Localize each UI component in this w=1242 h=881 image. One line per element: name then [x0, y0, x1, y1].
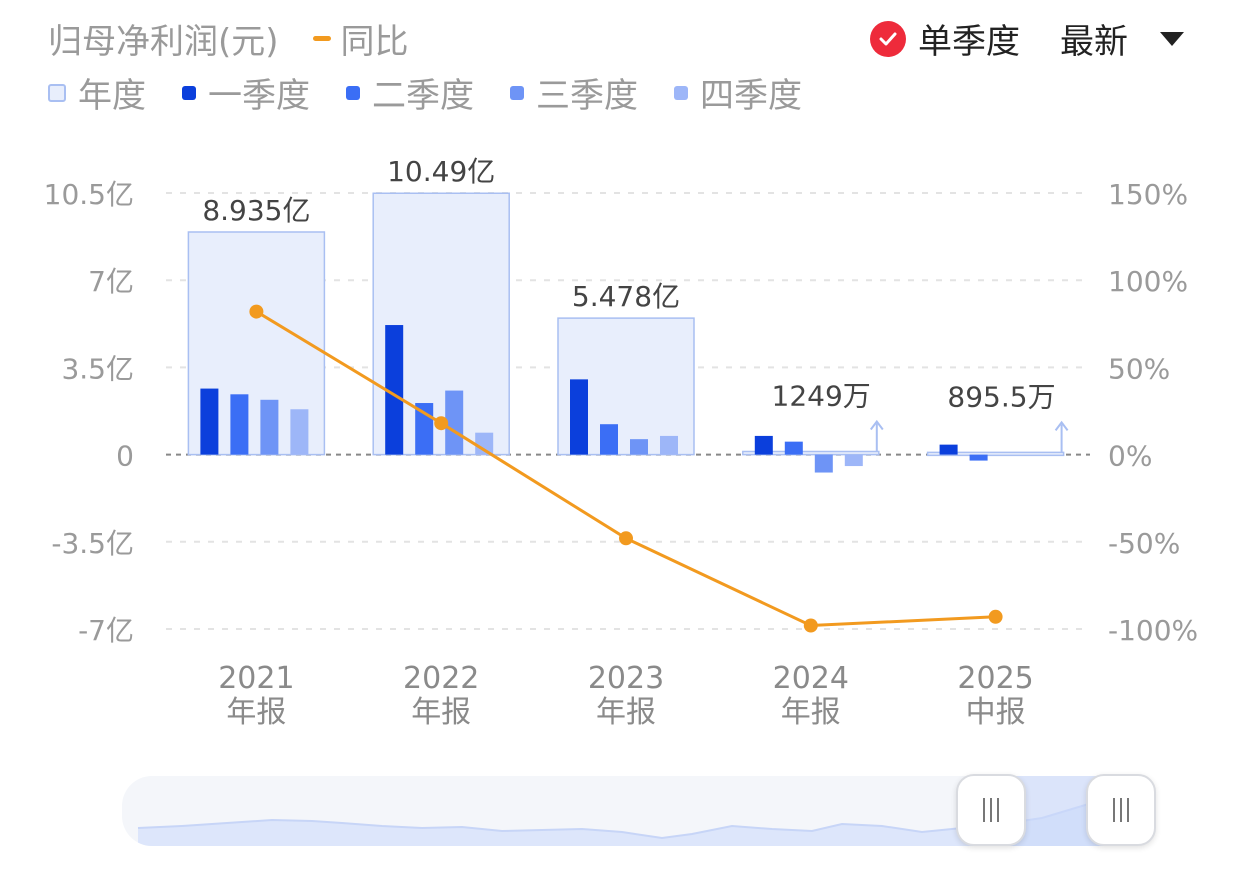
x-tick-year: 2024 [773, 661, 849, 696]
bar-value-label: 895.5万 [947, 380, 1055, 413]
y-left-tick-label: -3.5亿 [51, 527, 134, 560]
x-tick-period: 年报 [596, 695, 656, 730]
legend-label: 三季度 [536, 76, 638, 116]
yoy-line-marker [312, 36, 331, 41]
latest-dropdown[interactable]: 最新 [1060, 14, 1184, 63]
x-tick-year: 2023 [588, 661, 664, 696]
quarter-bar [814, 454, 833, 473]
quarter-bar [230, 394, 249, 455]
y-right-tick-label: 100% [1108, 265, 1188, 298]
legend-item[interactable]: 三季度 [510, 68, 638, 117]
x-tick-period: 年报 [226, 695, 286, 730]
legend-item[interactable]: 一季度 [182, 68, 310, 117]
legend-swatch [510, 85, 524, 100]
y-left-tick-label: 0 [116, 440, 134, 473]
y-right-tick-label: -100% [1108, 614, 1198, 647]
check-icon [879, 32, 897, 45]
legend-label: 二季度 [372, 76, 474, 116]
label-arrow-head [869, 419, 884, 431]
quarter-bar [260, 399, 279, 455]
x-tick-year: 2025 [957, 661, 1033, 696]
quarter-bar [570, 379, 588, 455]
quarter-bar [600, 424, 618, 455]
chart-controls: 单季度 最新 [870, 14, 1184, 63]
profit-chart: 10.5亿 7亿 3.5亿 0 -3.5亿 -7亿 150% 100% 50% 0% -50% -10… [44, 155, 1199, 730]
legend-swatch [346, 85, 360, 100]
quarter-bar [200, 388, 219, 455]
legend-swatch [48, 83, 66, 102]
y-left-tick-label: 3.5亿 [61, 352, 134, 385]
x-tick-period: 中报 [966, 695, 1026, 730]
quarter-bar [385, 325, 404, 455]
grip-icon [983, 798, 999, 822]
chart-title: 归母净利润(元) [48, 22, 279, 62]
bar-value-label: 5.478亿 [572, 280, 680, 313]
legend-item[interactable]: 四季度 [674, 68, 802, 117]
quarter-bar [660, 435, 678, 455]
quarter-bar [784, 441, 803, 455]
yoy-point [988, 609, 1003, 624]
legend-item[interactable]: 二季度 [346, 68, 474, 117]
label-arrow-head [1054, 420, 1069, 431]
legend-label: 四季度 [700, 76, 802, 116]
legend-item[interactable]: 年度 [48, 68, 146, 117]
yoy-label: 同比 [340, 22, 409, 62]
legend-label: 一季度 [208, 76, 310, 116]
y-left-tick-label: 7亿 [88, 265, 134, 298]
yoy-point [434, 416, 449, 431]
yoy-point [249, 304, 264, 319]
range-handle-left[interactable] [956, 774, 1026, 846]
quarter-bar [445, 390, 464, 455]
single-quarter-label[interactable]: 单季度 [918, 22, 1020, 62]
single-quarter-checkbox[interactable] [870, 20, 906, 57]
x-tick-period: 年报 [781, 695, 841, 730]
annual-bar [742, 450, 880, 456]
legend: 年度 一季度 二季度 三季度 四季度 [48, 68, 838, 117]
range-handle-right[interactable] [1086, 774, 1156, 846]
y-right-tick-label: 50% [1108, 352, 1170, 385]
y-left-tick-label: -7亿 [78, 614, 134, 647]
x-tick-year: 2022 [403, 661, 479, 696]
y-right-tick-label: 0% [1108, 440, 1152, 473]
y-right-tick-label: 150% [1108, 178, 1188, 211]
x-tick-period: 年报 [411, 695, 471, 730]
quarter-bar [630, 439, 648, 455]
quarter-bar [939, 444, 958, 455]
quarter-bar [475, 432, 494, 455]
y-left-tick-label: 10.5亿 [44, 178, 134, 211]
dropdown-arrow-icon [1160, 31, 1184, 46]
quarter-bar [969, 454, 988, 461]
latest-label: 最新 [1060, 22, 1128, 62]
x-tick-year: 2021 [218, 661, 294, 696]
legend-label: 年度 [78, 76, 146, 116]
yoy-point [803, 618, 818, 633]
legend-swatch [182, 85, 196, 100]
bar-value-label: 8.935亿 [202, 194, 310, 227]
quarter-bar [754, 435, 773, 455]
quarter-bar [290, 409, 309, 455]
yoy-point [619, 531, 633, 546]
annual-bar [926, 451, 1065, 457]
quarter-bar [844, 454, 863, 467]
bar-value-label: 1249万 [772, 379, 871, 412]
legend-yoy[interactable]: 同比 [312, 14, 409, 63]
grip-icon [1113, 798, 1129, 822]
bar-value-label: 10.49亿 [387, 155, 495, 188]
legend-swatch [674, 85, 688, 100]
y-right-tick-label: -50% [1108, 527, 1180, 560]
